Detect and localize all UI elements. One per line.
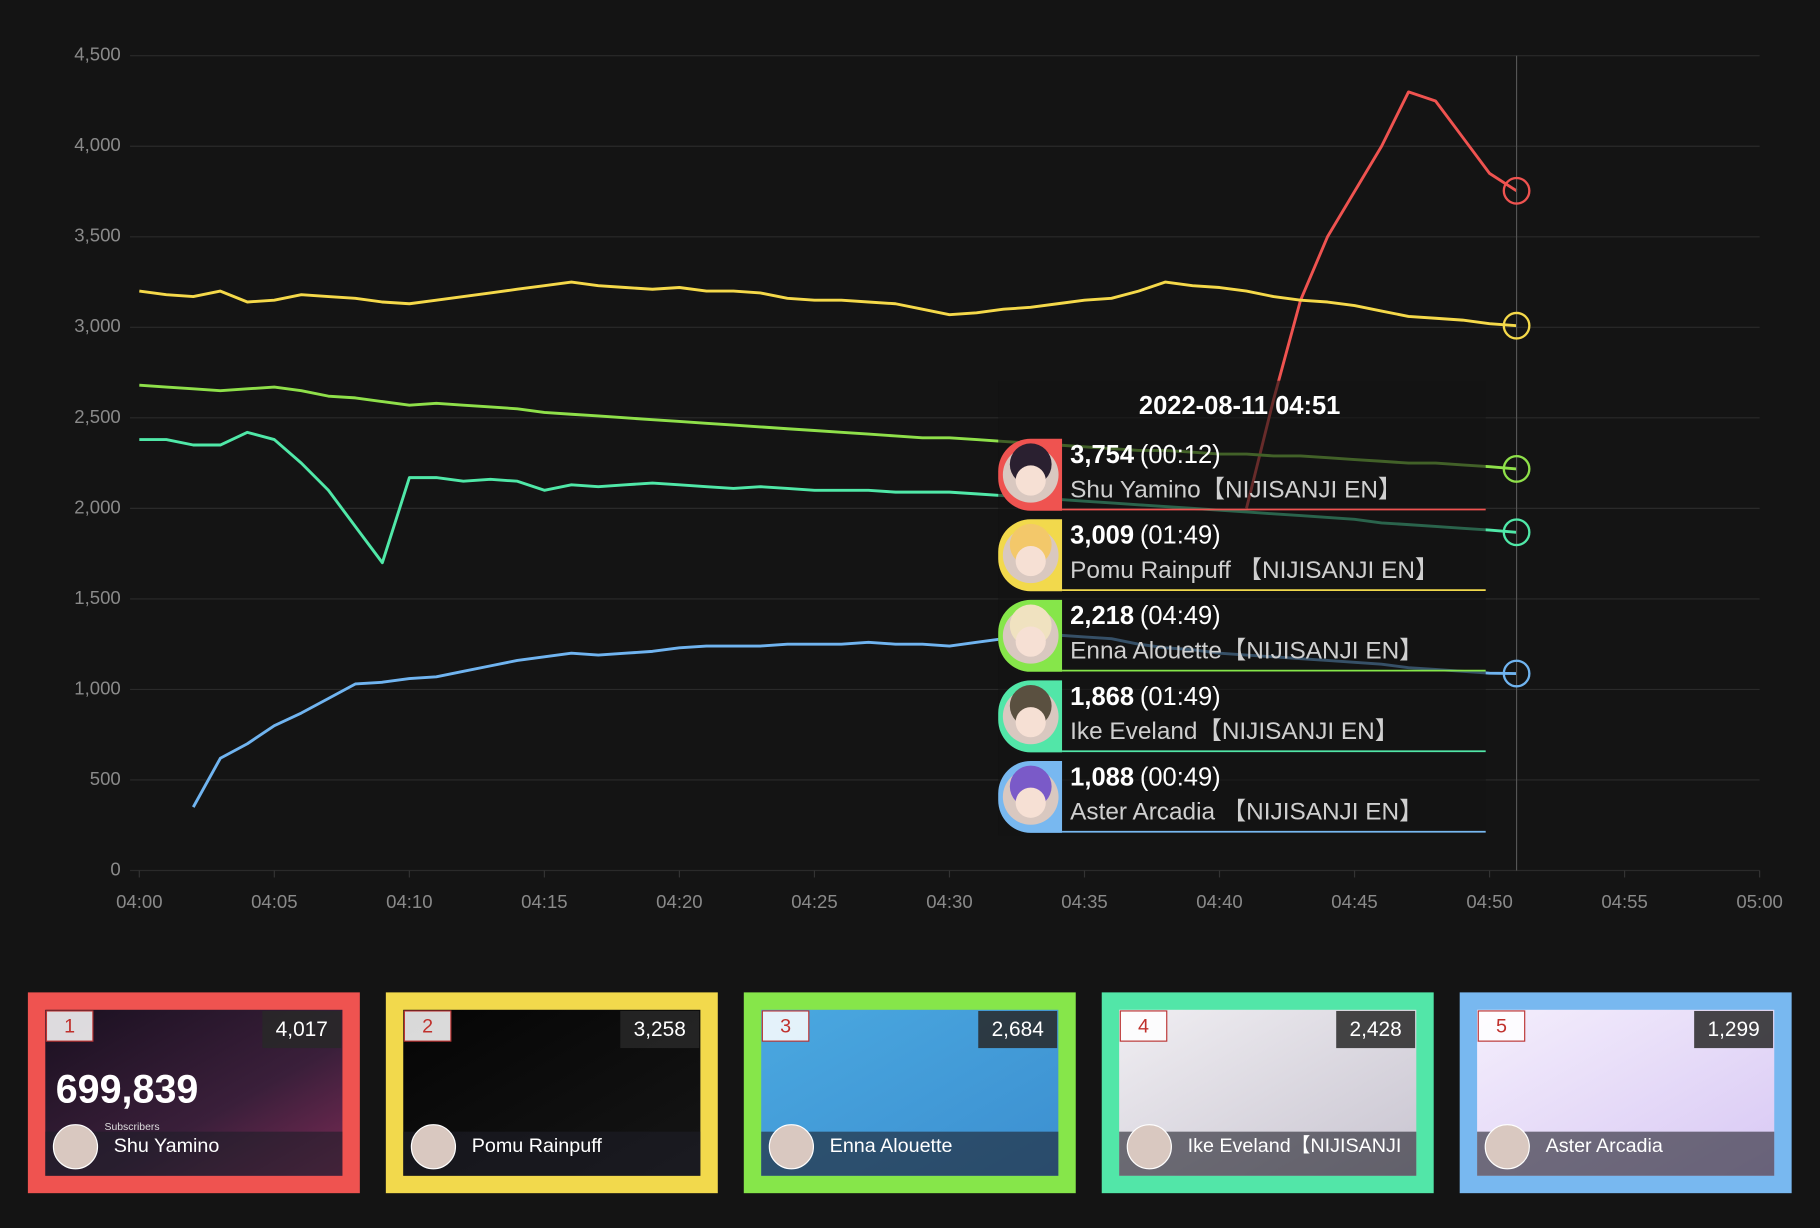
tooltip-name: Enna Alouette【NIJISANJI EN】 [1070, 638, 1423, 665]
tooltip-value: 2,218 [1070, 602, 1134, 630]
x-tick-label: 04:05 [251, 891, 297, 912]
stream-card[interactable]: 5 1,299 Aster Arcadia [1459, 992, 1792, 1194]
rank-box [403, 1010, 452, 1042]
x-tick-label: 05:00 [1736, 891, 1782, 912]
subscriber-label: Subscribers [104, 1122, 159, 1133]
x-tick-label: 04:10 [386, 891, 432, 912]
viewer-box [1694, 1010, 1774, 1049]
stream-card[interactable]: 1 4,017 699,839 Subscribers Shu Yamino [27, 992, 360, 1194]
tooltip-name: Ike Eveland【NIJISANJI EN】 [1070, 718, 1399, 745]
x-tick-label: 04:55 [1601, 891, 1647, 912]
tooltip-name: Aster Arcadia 【NIJISANJI EN】 [1070, 799, 1423, 826]
avatar-face [1015, 787, 1046, 818]
tooltip-row: 2,218 (04:49) [1070, 602, 1221, 630]
rank-box [45, 1010, 94, 1042]
hover-point [1502, 454, 1531, 483]
tooltip-backdrop [998, 380, 1486, 836]
tooltip-duration: (00:49) [1140, 763, 1221, 791]
y-tick-label: 1,000 [74, 677, 120, 698]
rank: 4 [1138, 1015, 1149, 1037]
tooltip-name: Pomu Rainpuff 【NIJISANJI EN】 [1070, 557, 1439, 584]
card-name: Pomu Rainpuff [472, 1135, 603, 1157]
card-avatar [52, 1124, 99, 1170]
x-tick-label: 04:50 [1466, 891, 1512, 912]
avatar-face [1015, 465, 1046, 496]
chart: 0 500 1,000 1,500 2,000 2,500 3,000 3,500 4,000 4… [74, 44, 1783, 912]
viewer-count: 2,684 [992, 1018, 1044, 1041]
y-tick-label: 4,500 [74, 44, 120, 65]
stream-card[interactable]: 2 3,258 Pomu Rainpuff [385, 992, 718, 1194]
card-avatar [1126, 1124, 1172, 1170]
x-tick-label: 04:20 [656, 891, 702, 912]
y-tick-label: 1,500 [74, 587, 120, 608]
tooltip-row: 1,868 (01:49) [1070, 683, 1221, 711]
tooltip-value: 3,009 [1070, 521, 1134, 549]
x-tick-label: 04:15 [521, 891, 567, 912]
x-tick-label: 04:40 [1196, 891, 1242, 912]
rank: 5 [1496, 1015, 1507, 1037]
subscriber-count: 699,839 [56, 1068, 199, 1112]
card-name: Ike Eveland【NIJISANJI [1188, 1135, 1402, 1157]
avatar-face [1015, 707, 1046, 738]
viewer-count: 3,258 [634, 1018, 686, 1041]
tooltip-row: 3,754 (00:12) [1070, 441, 1221, 469]
x-tick-label: 04:45 [1331, 891, 1377, 912]
y-tick-label: 3,000 [74, 315, 120, 336]
rank: 2 [422, 1015, 433, 1037]
rank: 1 [64, 1015, 75, 1037]
y-tick-label: 2,000 [74, 496, 120, 517]
hover-point [1502, 176, 1531, 205]
card-avatar [410, 1124, 457, 1170]
tooltip-value: 3,754 [1070, 441, 1135, 469]
tooltip-duration: (01:49) [1140, 683, 1221, 711]
tooltip-row: 3,009 (01:49) [1070, 521, 1221, 549]
tooltip-value: 1,868 [1070, 683, 1134, 711]
tooltip-name: Shu Yamino【NIJISANJI EN】 [1070, 476, 1402, 503]
card-avatar [768, 1124, 815, 1170]
y-tick-label: 0 [110, 858, 120, 879]
tooltip-duration: (01:49) [1140, 521, 1221, 549]
rank: 3 [780, 1015, 791, 1037]
viewer-count: 2,428 [1350, 1018, 1402, 1041]
y-tick-label: 4,000 [74, 134, 120, 155]
hover-point [1502, 518, 1531, 547]
tooltip-value: 1,088 [1070, 763, 1134, 791]
tooltip-duration: (00:12) [1140, 441, 1221, 469]
series-line [1245, 90, 1518, 509]
card-avatar [1484, 1124, 1530, 1170]
card-name: Enna Alouette [830, 1135, 953, 1157]
tooltip: 2022-08-11 04:513,754 (00:12)Shu Yamino【N… [998, 380, 1486, 836]
avatar-face [1015, 545, 1046, 577]
tooltip-duration: (04:49) [1140, 602, 1221, 630]
hover-point [1502, 311, 1531, 340]
x-tick-label: 04:30 [926, 891, 972, 912]
avatar-face [1015, 626, 1046, 657]
card-name: Aster Arcadia [1546, 1135, 1663, 1157]
viewer-count: 4,017 [276, 1018, 328, 1041]
stream-card[interactable]: 3 2,684 Enna Alouette [743, 992, 1076, 1194]
stream-card[interactable]: 4 2,428 Ike Eveland【NIJISANJI [1101, 992, 1434, 1194]
stream-cards: 1 4,017 699,839 Subscribers Shu Yamino 2 3,258… [27, 992, 1792, 1194]
x-tick-label: 04:00 [116, 891, 162, 912]
rank-box [761, 1010, 810, 1042]
rank-box [1477, 1010, 1526, 1042]
viewer-count: 1,299 [1707, 1018, 1759, 1041]
viewer-box [262, 1010, 342, 1049]
viewer-box [620, 1010, 700, 1049]
card-name: Shu Yamino [114, 1135, 220, 1157]
viewer-box [1336, 1010, 1416, 1049]
hover-point [1502, 659, 1531, 688]
y-tick-label: 2,500 [74, 406, 120, 427]
tooltip-row: 1,088 (00:49) [1070, 763, 1221, 791]
viewer-box [978, 1010, 1058, 1049]
y-tick-label: 3,500 [74, 225, 120, 246]
x-tick-label: 04:25 [791, 891, 837, 912]
series-line [139, 280, 1517, 328]
tooltip-title: 2022-08-11 04:51 [1139, 392, 1340, 420]
y-tick-label: 500 [90, 768, 121, 789]
x-tick-label: 04:35 [1061, 891, 1107, 912]
rank-box [1119, 1010, 1168, 1042]
